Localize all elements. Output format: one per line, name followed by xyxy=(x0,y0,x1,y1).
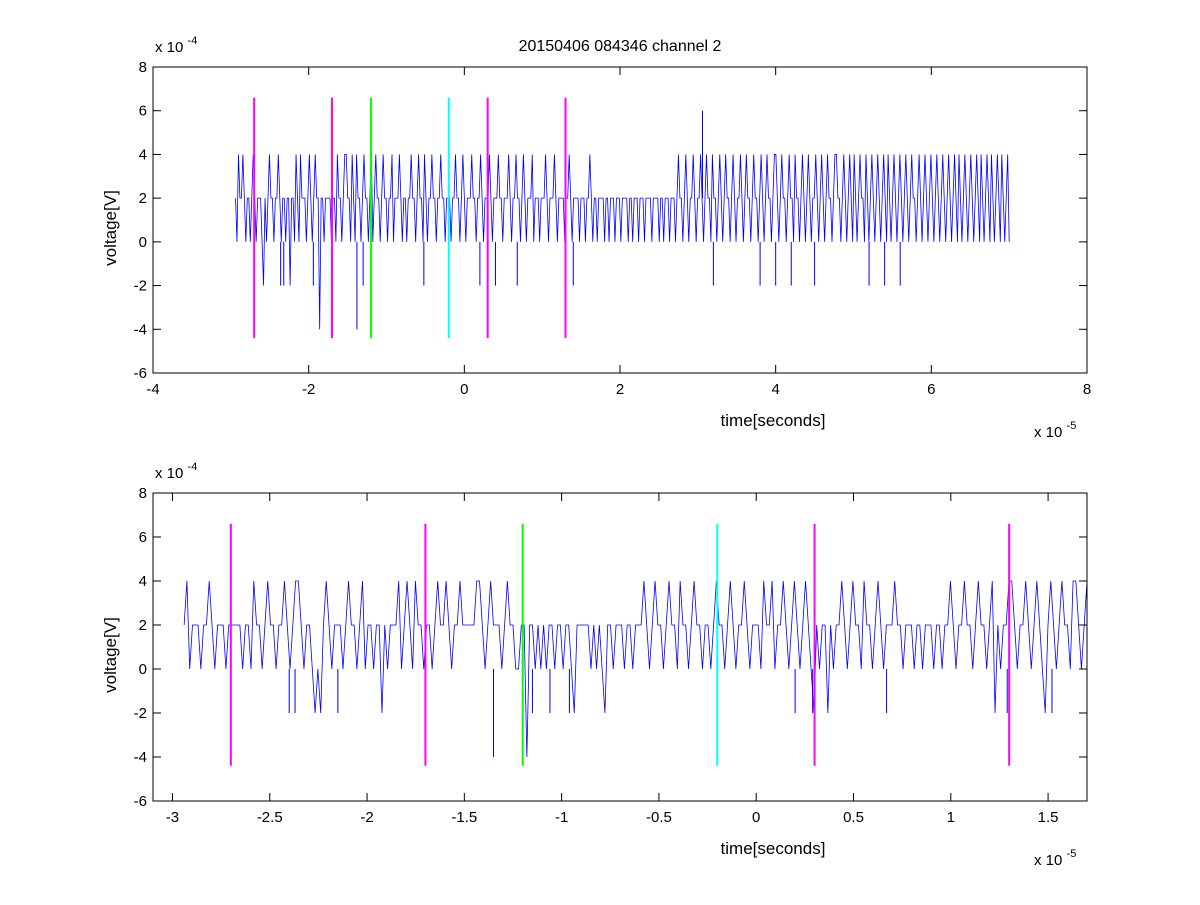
axes-1: -4 -2 0 2 4 6 8-6-4-202468time[seconds]voltage… xyxy=(101,35,1091,441)
figure-title: 20150406 084346 channel 2 xyxy=(519,38,722,55)
x-exponent-label: x 10 -5 xyxy=(1034,420,1076,441)
x-tick-label: 6 xyxy=(927,381,935,398)
y-tick-label: 8 xyxy=(139,59,147,76)
x-tick-label: 4 xyxy=(771,381,779,398)
y-exponent-label: x 10 -4 xyxy=(155,35,197,56)
x-tick-label: 2 xyxy=(616,381,624,398)
x-tick-label: 0.5 xyxy=(843,809,864,826)
y-tick-label: 4 xyxy=(139,573,147,590)
y-tick-label: 6 xyxy=(139,103,147,120)
y-axis-label: voltage[V] xyxy=(101,190,120,266)
y-tick-label: 2 xyxy=(139,617,147,634)
x-tick-label: -0.5 xyxy=(646,809,672,826)
y-tick-label: -4 xyxy=(134,749,147,766)
x-tick-label: -2 xyxy=(302,381,315,398)
y-tick-label: 6 xyxy=(139,529,147,546)
x-tick-label: -4 xyxy=(146,381,159,398)
x-exponent-power: -5 xyxy=(1067,420,1077,432)
axes-2: -3 -2.5 -2 -1.5 -1 -0.5 0 0.5 1 1.5 -6 -4 -2 0 2 4 6 8 tim… xyxy=(101,461,1088,869)
x-tick-label: 1 xyxy=(947,809,955,826)
y-exponent-power: -4 xyxy=(188,35,198,47)
y-tick-label: 0 xyxy=(139,234,147,251)
x-tick-label: -2.5 xyxy=(257,809,283,826)
y-tick-label: -6 xyxy=(134,365,147,382)
signal-series-1 xyxy=(183,580,1088,758)
y-tick-label: 0 xyxy=(139,661,147,678)
x-tick-label: -3 xyxy=(166,809,179,826)
x-axis-label: time[seconds] xyxy=(721,839,826,858)
x-tick-label: 0 xyxy=(752,809,760,826)
x-axis-label: time[seconds] xyxy=(721,411,826,430)
signal-series-1 xyxy=(235,154,1010,330)
y-tick-label: 8 xyxy=(139,485,147,502)
y-tick-label: -4 xyxy=(134,321,147,338)
y-exponent-label: x 10 -4 xyxy=(155,461,197,482)
x-tick-label: 8 xyxy=(1083,381,1091,398)
x-tick-label: 0 xyxy=(460,381,468,398)
x-exponent-label: x 10 -5 xyxy=(1034,848,1076,869)
y-tick-label: -2 xyxy=(134,705,147,722)
x-tick-label: -2 xyxy=(360,809,373,826)
y-axis-label: voltage[V] xyxy=(101,617,120,693)
x-exponent-power: -5 xyxy=(1067,848,1077,860)
x-tick-label: -1.5 xyxy=(451,809,477,826)
x-tick-label: 1.5 xyxy=(1038,809,1059,826)
y-exponent-power: -4 xyxy=(188,461,198,473)
y-tick-label: -2 xyxy=(134,278,147,295)
y-tick-label: -6 xyxy=(134,793,147,810)
x-tick-label: -1 xyxy=(555,809,568,826)
y-tick-label: 2 xyxy=(139,190,147,207)
axes-box xyxy=(152,492,1088,802)
y-tick-label: 4 xyxy=(139,146,147,163)
